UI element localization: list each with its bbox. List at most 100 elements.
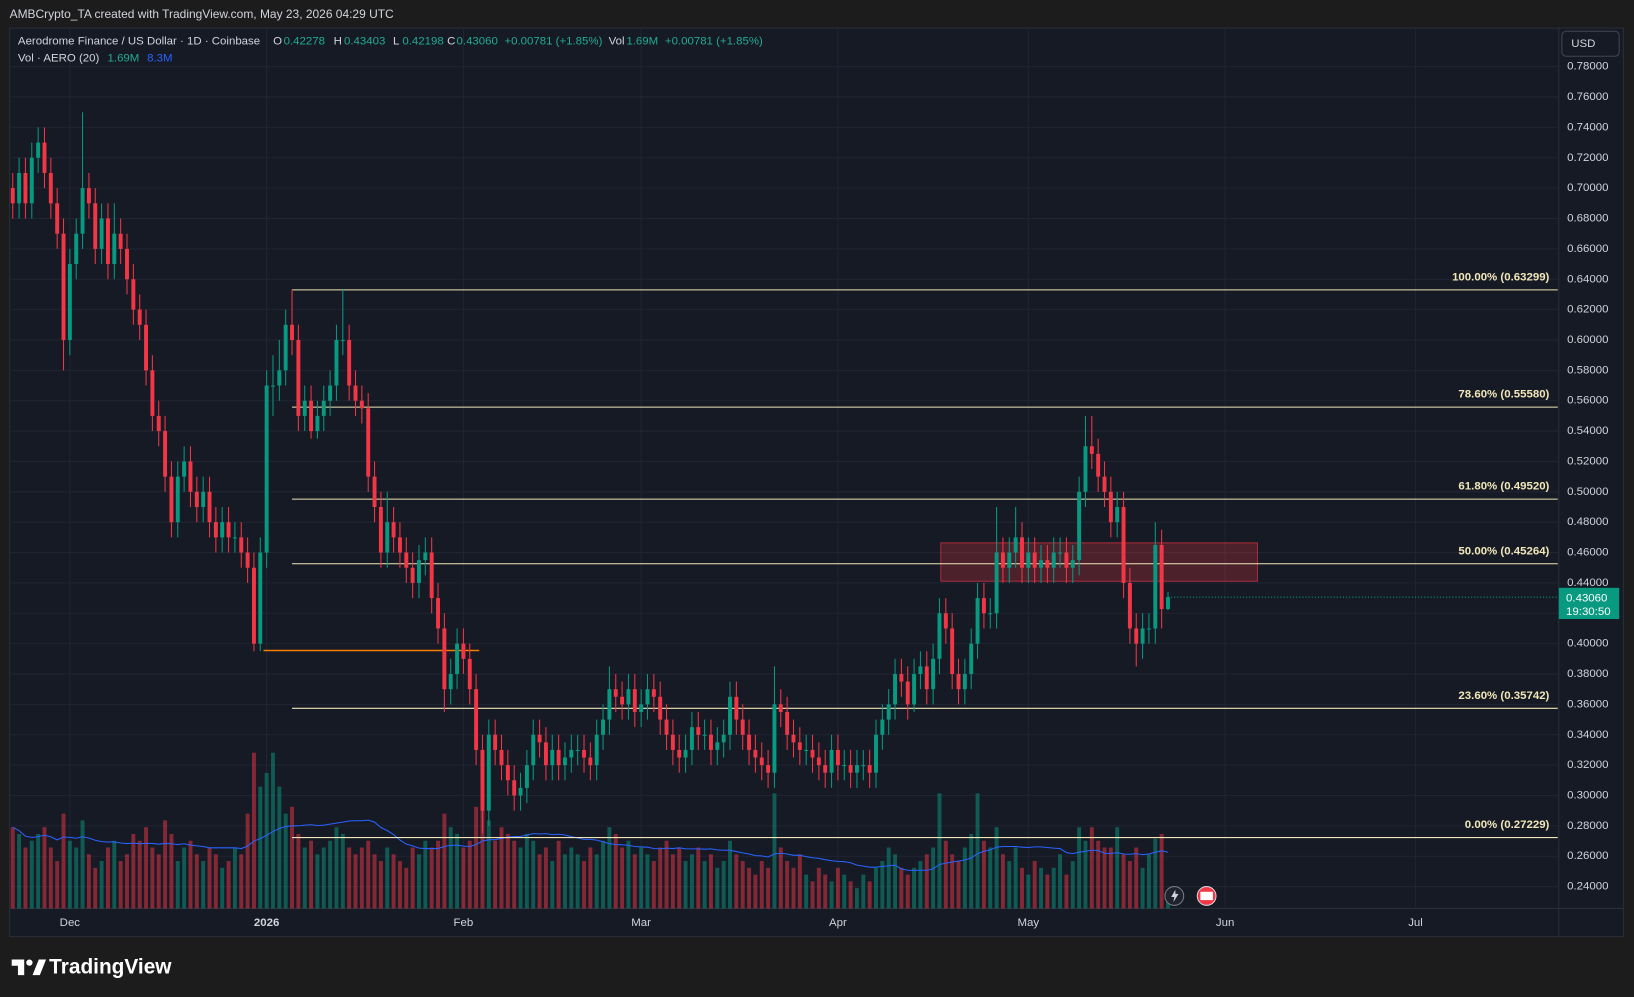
volume-bar [118, 861, 123, 909]
currency-label[interactable]: USD [1571, 38, 1595, 50]
candle-body [835, 749, 840, 766]
candle-body [131, 279, 136, 310]
candle-body [607, 689, 612, 720]
candle-body [1121, 506, 1126, 583]
y-tick-label: 0.32000 [1567, 759, 1608, 771]
candle-body [613, 689, 618, 697]
candle-body [328, 385, 333, 401]
x-tick-label: Feb [454, 917, 474, 929]
candle-body [702, 734, 707, 736]
volume-bar [1127, 861, 1132, 909]
x-tick-label: Jul [1408, 917, 1423, 929]
candle-body [378, 506, 383, 553]
candle-body [639, 704, 644, 712]
volume-bar [740, 861, 745, 909]
volume-bar [321, 847, 326, 909]
candle-body [797, 742, 802, 750]
volume-bar [639, 847, 644, 909]
y-tick-label: 0.76000 [1567, 91, 1608, 103]
volume-bar [512, 840, 517, 909]
candle-body [1070, 560, 1075, 568]
volume-bar [696, 847, 701, 909]
candle-body [340, 339, 345, 342]
volume-bar [499, 827, 504, 909]
candle-body [55, 203, 60, 234]
volume-bar [182, 847, 187, 909]
volume-ma-line [12, 819, 1169, 872]
candle-body [264, 385, 269, 553]
candle-body [321, 400, 326, 416]
change-value: +0.00781 (+1.85%) [504, 36, 602, 48]
volume-bar [423, 840, 428, 909]
close-value: 0.43060 [457, 36, 498, 48]
candle-body [486, 734, 491, 811]
volume-bar [594, 854, 599, 909]
candle-body [543, 742, 548, 766]
volume-bar [417, 854, 421, 909]
volume-bar [874, 867, 878, 909]
x-tick-label: Dec [60, 917, 81, 929]
volume-bar [1000, 854, 1005, 909]
candle-body [651, 689, 656, 697]
y-tick-label: 0.34000 [1567, 729, 1608, 741]
volume-bar [372, 854, 377, 909]
candle-body [950, 628, 955, 675]
volume-bar [766, 867, 771, 909]
y-tick-label: 0.44000 [1567, 577, 1608, 589]
volume-legend-value: 1.69M [108, 52, 140, 64]
candle-body [1140, 628, 1145, 644]
volume-bar [17, 833, 22, 909]
volume-bar [175, 861, 180, 909]
volume-bar [658, 847, 663, 909]
volume-bar [804, 874, 809, 909]
volume-bar [778, 847, 783, 909]
open-label: O [273, 36, 282, 48]
volume-bar [1115, 827, 1120, 909]
candle-body [791, 734, 796, 743]
candle-body [829, 749, 834, 773]
candle-body [461, 643, 466, 659]
volume-bar [125, 854, 129, 909]
candle-body [658, 696, 663, 720]
volume-bar [1007, 861, 1012, 909]
logo-slash [32, 959, 47, 976]
candle-body [201, 491, 206, 507]
tv-logo: TradingView [11, 955, 172, 978]
volume-bar [340, 833, 345, 909]
volume-bar [23, 847, 28, 909]
candle-body [905, 681, 910, 705]
y-tick-label: 0.46000 [1567, 547, 1608, 559]
candle-body [778, 704, 783, 712]
volume-bar [194, 854, 199, 909]
candle-body [569, 749, 574, 758]
candle-body [981, 598, 986, 614]
candle-body [670, 734, 675, 750]
volume-bar [461, 847, 466, 909]
x-tick-label: Mar [631, 917, 651, 929]
candle-body [232, 537, 237, 539]
volume-bar [645, 854, 650, 909]
volume-bar [728, 840, 732, 909]
candle-body [848, 765, 853, 773]
volume-bar [937, 793, 942, 909]
volume-bar [575, 854, 580, 909]
volume-bar [1064, 874, 1069, 909]
volume-bar [277, 786, 282, 909]
y-tick-label: 0.36000 [1567, 698, 1608, 710]
candle-body [410, 567, 415, 583]
volume-bar [734, 854, 739, 909]
y-tick-label: 0.68000 [1567, 213, 1608, 225]
candle-body [696, 727, 701, 735]
candle-body [505, 765, 510, 781]
volume-bar [1013, 847, 1018, 909]
volume-bar [156, 854, 161, 909]
volume-bar [251, 752, 256, 909]
candle-body [575, 749, 580, 751]
vol-change: +0.00781 (+1.85%) [665, 36, 763, 48]
volume-bar [524, 833, 529, 909]
candle-body [213, 522, 218, 538]
candle-body [1064, 552, 1069, 568]
currency-button[interactable] [1561, 30, 1620, 57]
volume-bar [905, 874, 910, 909]
